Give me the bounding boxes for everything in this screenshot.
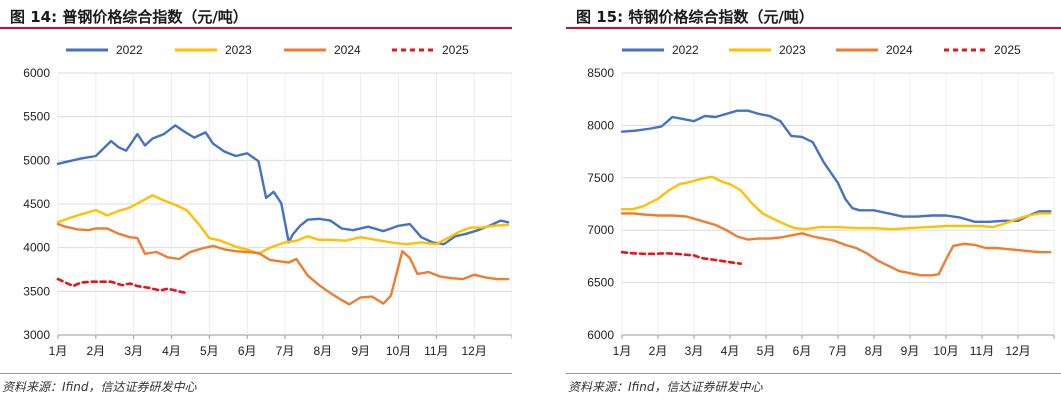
- x-tick-label: 1月: [613, 344, 632, 358]
- x-tick-label: 10月: [933, 344, 958, 358]
- x-tick-label: 6月: [238, 344, 257, 358]
- x-tick-label: 7月: [829, 344, 848, 358]
- x-tick-label: 2月: [86, 344, 105, 358]
- x-tick-label: 4月: [162, 344, 181, 358]
- series-line-2023: [620, 175, 1052, 231]
- x-tick-label: 5月: [757, 344, 776, 358]
- legend-label-2025: 2025: [994, 43, 1021, 57]
- title-divider: [566, 27, 1061, 29]
- legend-label-2022: 2022: [672, 43, 699, 57]
- x-tick-label: 6月: [793, 344, 812, 358]
- x-tick-label: 1月: [49, 344, 68, 358]
- series-line-2025: [56, 277, 188, 295]
- source-note: 资料来源：Ifind，信达证券研发中心: [2, 380, 197, 394]
- x-tick-label: 9月: [901, 344, 920, 358]
- title-divider: [0, 27, 512, 29]
- legend-label-2024: 2024: [334, 43, 361, 57]
- x-tick-label: 8月: [313, 344, 332, 358]
- y-tick-label: 8500: [587, 66, 614, 80]
- y-tick-label: 6500: [587, 276, 614, 290]
- legend-label-2025: 2025: [442, 43, 469, 57]
- series-line-2023: [56, 194, 510, 256]
- source-divider: [0, 373, 512, 374]
- chart-title: 图 15: 特钢价格综合指数（元/吨）: [576, 8, 814, 26]
- x-tick-label: 8月: [865, 344, 884, 358]
- x-tick-label: 12月: [461, 344, 486, 358]
- legend-label-2023: 2023: [225, 43, 252, 57]
- x-tick-label: 10月: [386, 344, 411, 358]
- chart-panel-14: 图 14: 普钢价格综合指数（元/吨） 3000 3500 4000 4500 5000…: [0, 0, 512, 401]
- x-tick-label: 3月: [685, 344, 704, 358]
- chart-panel-15: 图 15: 特钢价格综合指数（元/吨） 6000 6500 7000 7500 8000…: [566, 0, 1061, 401]
- series-line-2024: [56, 222, 510, 306]
- x-tick-label: 5月: [200, 344, 219, 358]
- y-tick-label: 6000: [587, 328, 614, 342]
- y-tick-label: 7000: [587, 223, 614, 237]
- y-tick-label: 6000: [23, 66, 50, 80]
- y-tick-label: 4000: [23, 241, 50, 255]
- legend-label-2022: 2022: [116, 43, 143, 57]
- y-tick-label: 8000: [587, 118, 614, 132]
- series-line-2022: [620, 109, 1052, 224]
- x-tick-label: 11月: [424, 344, 448, 358]
- x-tick-label: 11月: [970, 344, 994, 358]
- x-tick-label: 9月: [351, 344, 370, 358]
- series-line-2025: [620, 250, 743, 265]
- x-tick-label: 4月: [721, 344, 740, 358]
- series-line-2022: [56, 124, 510, 246]
- y-tick-label: 7500: [587, 171, 614, 185]
- x-tick-label: 12月: [1005, 344, 1030, 358]
- line-chart-special-steel-index: 6000 6500 7000 7500 8000 8500 1月 2月 3月 4月 5月 6月 7月 8月…: [587, 43, 1055, 358]
- y-tick-label: 5500: [23, 110, 50, 124]
- source-note: 资料来源：Ifind，信达证券研发中心: [568, 380, 763, 394]
- x-tick-label: 2月: [649, 344, 668, 358]
- x-tick-label: 3月: [124, 344, 143, 358]
- source-divider: [566, 373, 1061, 374]
- y-tick-label: 3500: [23, 284, 50, 298]
- y-tick-label: 5000: [23, 153, 50, 167]
- y-tick-label: 4500: [23, 197, 50, 211]
- line-chart-steel-index: 3000 3500 4000 4500 5000 5500 6000 1月 2月 3月 4月 5月 6月…: [23, 43, 512, 358]
- series-line-2024: [620, 212, 1052, 277]
- x-tick-label: 7月: [276, 344, 295, 358]
- y-tick-label: 3000: [23, 328, 50, 342]
- legend-label-2024: 2024: [886, 43, 913, 57]
- legend-label-2023: 2023: [779, 43, 806, 57]
- chart-title: 图 14: 普钢价格综合指数（元/吨）: [10, 8, 248, 26]
